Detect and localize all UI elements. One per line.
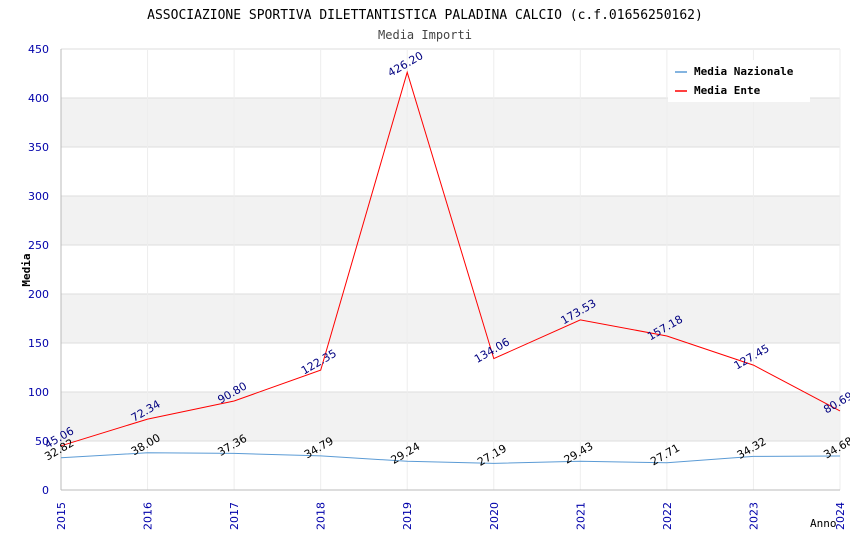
background-band xyxy=(61,98,840,147)
x-tick-label: 2019 xyxy=(401,502,414,530)
data-label: 29.43 xyxy=(562,440,596,467)
y-axis-label: Media xyxy=(20,253,33,286)
background-band xyxy=(61,294,840,343)
chart-title: ASSOCIAZIONE SPORTIVA DILETTANTISTICA PA… xyxy=(147,8,703,23)
background-band xyxy=(61,196,840,245)
y-tick-label: 350 xyxy=(28,141,49,154)
x-tick-label: 2023 xyxy=(747,502,760,530)
legend-label-media-nazionale: Media Nazionale xyxy=(694,65,794,78)
background-band xyxy=(61,392,840,441)
x-tick-label: 2022 xyxy=(661,502,674,530)
series-line-media-nazionale xyxy=(60,452,841,464)
x-tick-label: 2024 xyxy=(834,502,847,530)
data-label: 122.35 xyxy=(299,347,339,378)
x-axis-label: Anno xyxy=(810,517,837,530)
x-tick-label: 2020 xyxy=(488,502,501,530)
x-tick-label: 2015 xyxy=(55,502,68,530)
x-tick-label: 2021 xyxy=(574,502,587,530)
axes xyxy=(60,49,840,491)
y-tick-label: 50 xyxy=(35,435,49,448)
y-tick-label: 200 xyxy=(28,288,49,301)
x-tick-label: 2017 xyxy=(228,502,241,530)
chart-subtitle: Media Importi xyxy=(378,28,472,42)
x-tick-label: 2016 xyxy=(142,502,155,530)
y-tick-label: 450 xyxy=(28,43,49,56)
y-tick-labels: 0 50 100 150 200 250 300 350 400 450 xyxy=(28,43,49,497)
legend-box xyxy=(668,60,810,102)
data-label: 127.45 xyxy=(732,342,772,373)
data-label: 426.20 xyxy=(386,49,426,80)
series-lines xyxy=(60,70,841,464)
y-tick-label: 0 xyxy=(42,484,49,497)
background-bands xyxy=(61,98,840,441)
y-tick-label: 300 xyxy=(28,190,49,203)
data-label: 27.71 xyxy=(648,441,682,468)
series-line-media-ente xyxy=(60,70,841,447)
x-tick-labels: 2015 2016 2017 2018 2019 2020 2021 2022 2023 2024 xyxy=(55,502,847,530)
y-tick-label: 150 xyxy=(28,337,49,350)
data-label: 29.24 xyxy=(389,440,423,467)
data-label: 27.19 xyxy=(475,442,509,469)
legend: Media Nazionale Media Ente xyxy=(668,60,810,102)
y-tick-label: 100 xyxy=(28,386,49,399)
legend-label-media-ente: Media Ente xyxy=(694,84,761,97)
y-tick-label: 250 xyxy=(28,239,49,252)
x-tick-label: 2018 xyxy=(315,502,328,530)
y-tick-label: 400 xyxy=(28,92,49,105)
